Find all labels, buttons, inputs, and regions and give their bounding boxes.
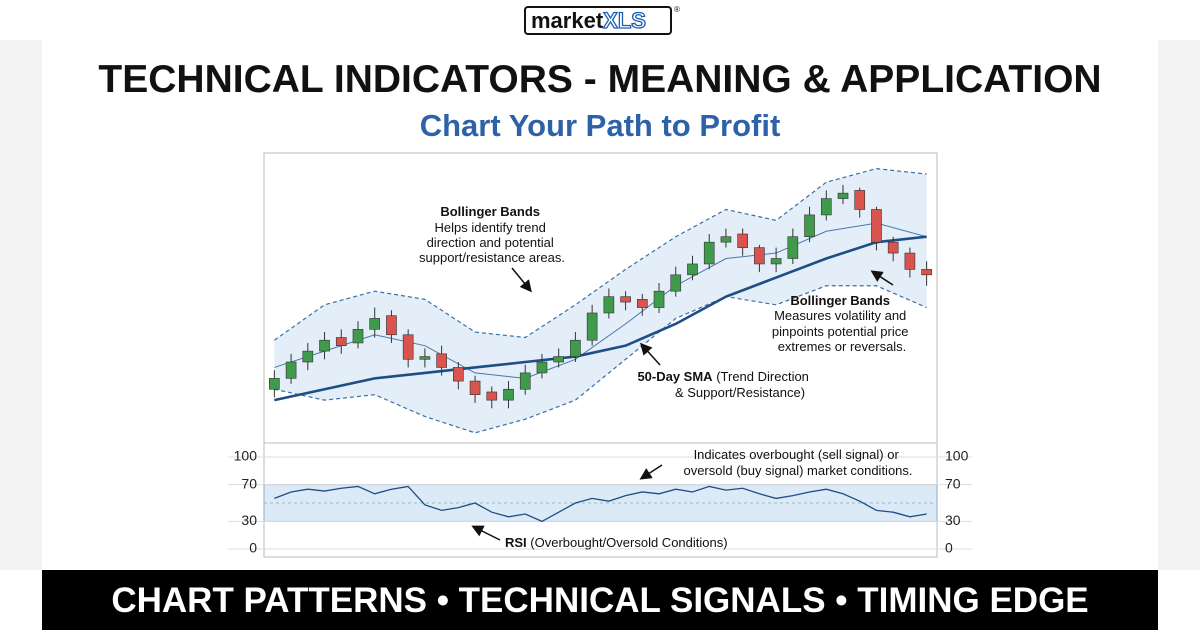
candle-body [586,312,598,341]
y-tick-label: 70 [241,475,257,491]
annotation-line: Helps identify trend [435,220,546,235]
annotation-line: support/resistance areas. [419,250,565,265]
annotation-line: 50-Day SMA (Trend Direction [637,369,808,384]
logo-mark: ® [674,5,680,14]
candle-body [469,380,481,395]
rsi-chart: 0 0 30 30 70 70 100 100 [228,442,972,558]
annotation-title: 50-Day SMA [637,369,713,384]
candle-body [402,334,414,360]
annotation-line: & Support/Resistance) [675,385,805,400]
candle-body [820,198,832,216]
arrow [639,342,661,366]
arrow [639,464,663,480]
side-right [1158,40,1200,570]
candle-body [787,236,799,259]
candle-body [419,356,431,360]
candle-body [603,296,615,314]
annotation-line: pinpoints potential price [772,324,909,339]
annotation-title: Bollinger Bands [790,293,890,308]
y-tick-label: 30 [241,512,257,528]
annotation-line: oversold (buy signal) market conditions. [683,463,912,478]
candle-body [519,372,531,390]
annotation-title: RSI [505,535,527,550]
candle-body [486,391,498,401]
y-tick-label: 30 [945,512,961,528]
annotation-text: Bollinger Bands Measures volatility and … [772,293,912,354]
annotation-text: RSI (Overbought/Oversold Conditions) [505,535,728,550]
candle-body [453,367,464,382]
candle-body [904,252,916,270]
annotation-text: Bollinger Bands Helps identify trend dir… [419,204,565,265]
arrow [511,267,532,293]
candle-body [720,236,732,243]
candle-body [687,263,698,276]
candle-body [319,339,330,352]
candle-body [804,214,815,238]
candle-body [536,361,548,374]
line [274,235,927,402]
annotation-line: (Trend Direction [716,369,809,384]
arrow [870,270,894,286]
line [274,168,927,341]
candle-body [871,209,882,243]
candle-body [703,241,715,265]
candle-body [269,378,280,390]
line [274,222,927,379]
annotation: 50-Day SMA (Trend Direction & Support/Re… [637,342,812,400]
side-left [0,40,42,570]
annotation-title: Bollinger Bands [440,204,540,219]
candle-body [386,315,397,336]
candle-body [854,190,866,210]
logo-box [524,6,672,35]
annotation: RSI (Overbought/Oversold Conditions) [471,525,728,550]
candle-body [285,361,297,379]
footer-bar [42,570,1158,630]
candle-body [670,274,682,292]
logo: marketXLS [531,8,646,33]
candle-body [653,290,665,308]
annotation: Bollinger Bands Measures volatility and … [772,270,912,354]
annotation-line: Indicates overbought (sell signal) or [694,447,900,462]
y-tick-label: 100 [234,448,258,464]
candle-body [436,353,447,368]
subtitle: Chart Your Path to Profit [420,108,781,143]
candle-body [887,241,899,254]
candle-body [921,269,932,276]
annotation: Bollinger Bands Helps identify trend dir… [419,204,565,293]
annotation: Indicates overbought (sell signal) or ov… [639,447,913,480]
annotation-line: Measures volatility and [774,308,906,323]
candle-body [770,258,782,265]
candle-body [620,296,631,303]
candle-body [570,339,581,357]
candle-body [737,233,748,248]
logo-accent: XLS [603,8,646,33]
logo-text: market [531,8,604,33]
candle-body [553,356,565,363]
candle-body [352,329,364,344]
y-tick-label: 0 [945,540,953,556]
candle-body [302,350,314,363]
y-tick-label: 100 [945,448,969,464]
arrow [471,525,501,541]
candle-body [754,247,765,265]
candle-body [503,388,514,401]
annotation-line: extremes or reversals. [778,339,907,354]
candle-body [335,337,347,346]
rsi-line [274,485,927,523]
annotation-line: (Overbought/Oversold Conditions) [530,535,727,550]
footer-text: CHART PATTERNS • TECHNICAL SIGNALS • TIM… [111,581,1088,620]
candle-body [636,299,648,308]
candle-body [369,318,381,330]
price-chart [263,152,938,444]
title: TECHNICAL INDICATORS - MEANING & APPLICA… [98,58,1101,101]
y-tick-label: 70 [945,475,961,491]
candle-body [837,192,849,199]
annotation-line: direction and potential [427,235,554,250]
annotation-text: 50-Day SMA (Trend Direction & Support/Re… [637,369,812,400]
annotation-text: Indicates overbought (sell signal) or ov… [683,447,912,478]
y-tick-label: 0 [249,540,257,556]
